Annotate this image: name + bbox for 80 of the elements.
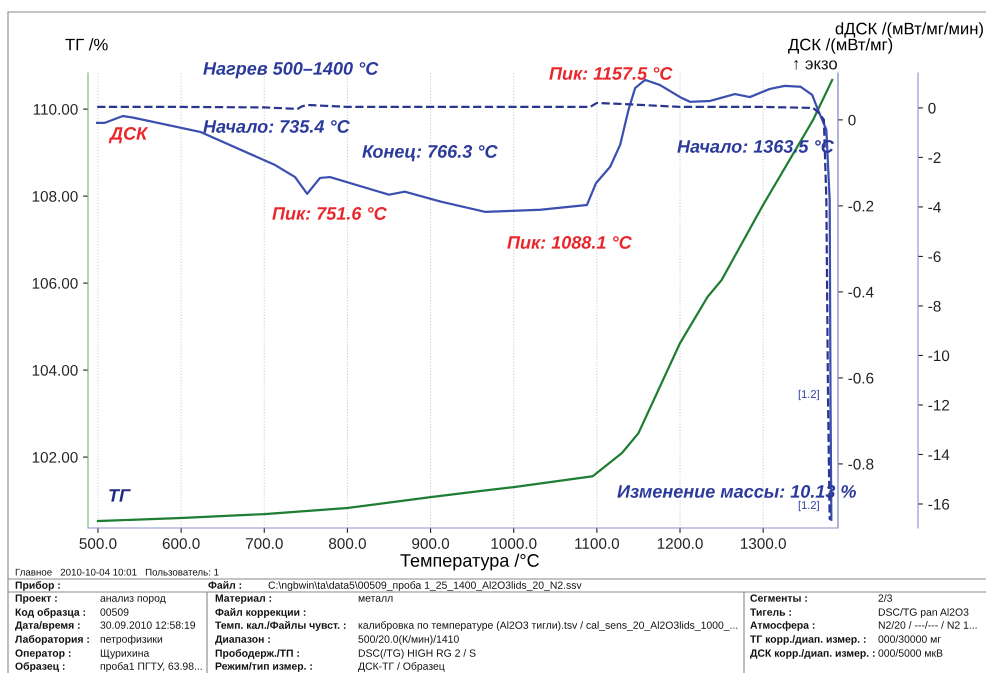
text: DSC/TG pan Al2O3 — [878, 608, 968, 618]
text: Прибор : — [16, 581, 60, 591]
text: проба1 ПГТУ, 63.98... — [100, 662, 202, 672]
y3-axis-title: dДСК /(мВт/мг/мин) — [836, 22, 983, 38]
y-tick-label: 104.00 — [32, 364, 78, 376]
y3-tick-label: -10 — [928, 350, 950, 362]
text: Проект : — [16, 594, 57, 604]
text: Файл : — [208, 580, 242, 589]
annotation: Конец: 766.3 °C — [362, 145, 498, 162]
text: Атмосфера : — [750, 621, 814, 631]
y2-tick-label: 0 — [848, 114, 856, 126]
y3-tick-label: -4 — [928, 202, 941, 212]
text: ↑ экзо — [794, 60, 837, 70]
text: Код образца : — [16, 608, 86, 618]
y2-tick-label: -0.8 — [848, 458, 874, 470]
annotation: Пик: 1157.5 °C — [549, 67, 673, 80]
series-label: ДСК — [108, 127, 148, 144]
annotation: [1.2] — [798, 500, 819, 512]
y3-tick-label: -2 — [928, 152, 941, 163]
text: Диапазон : — [215, 636, 270, 645]
text: Прободерж./ТП : — [216, 649, 299, 659]
annotation: Нагрев 500–1400 °C — [203, 62, 379, 78]
text: N2/20 / ---/--- / N2 1... — [878, 621, 977, 629]
y3-tick-label: -16 — [928, 498, 950, 510]
y2-tick-label: -0.2 — [848, 200, 874, 212]
text: Щурихина — [100, 650, 150, 659]
x-tick-label: 1200.0 — [658, 538, 703, 549]
y-axis-title: ТГ /% — [65, 38, 108, 50]
text: 00509 — [100, 608, 128, 616]
text: Тигель : — [750, 608, 791, 616]
text: петрофизики — [100, 635, 162, 645]
text: Файл коррекции : — [215, 608, 306, 618]
x-tick-label: 700.0 — [246, 538, 283, 549]
text: Материал : — [216, 594, 272, 604]
text: 2/3 — [878, 594, 892, 602]
text: 000/5000 мкВ — [878, 649, 942, 657]
text: DSC(/TG) HIGH RG 2 / S — [358, 649, 476, 659]
y2-axis-title: ДСК /(мВт/мг) — [788, 38, 892, 54]
y3-tick-label: -8 — [928, 300, 941, 312]
text: Оператор : — [15, 649, 70, 659]
annotation: [1.2] — [798, 390, 819, 400]
annotation: Пик: 751.6 °C — [272, 207, 387, 220]
y-tick-label: 110.00 — [34, 104, 78, 115]
annotation: Начало: 735.4 °C — [203, 120, 350, 133]
text: 500/20.0(К/мин)/1410 — [358, 635, 459, 645]
series-label: ТГ — [109, 489, 131, 502]
y-tick-label: 106.00 — [32, 278, 78, 289]
y3-tick-label: -14 — [928, 450, 950, 460]
y2-tick-label: -0.4 — [848, 286, 874, 298]
text: анализ пород — [100, 596, 166, 604]
x-tick-label: 500.0 — [79, 538, 116, 549]
text: металл — [358, 596, 392, 602]
text: Лаборатория : — [15, 635, 89, 645]
y3-tick-label: -6 — [928, 251, 941, 262]
x-tick-label: 900.0 — [412, 538, 450, 549]
x-axis-title: Температура /°C — [400, 554, 539, 570]
x-tick-label: 1000.0 — [492, 538, 536, 549]
text: Темп. кал./Файлы чувст. : — [215, 621, 346, 631]
text: Режим/тип измер. : — [216, 662, 312, 672]
y2-tick-label: -0.6 — [848, 372, 874, 384]
y-tick-label: 102.00 — [32, 452, 78, 463]
text: 000/30000 мг — [878, 635, 941, 643]
text: 30.09.2010 12:58:19 — [100, 621, 196, 629]
x-tick-label: 800.0 — [328, 538, 366, 549]
text: калибровка по температуре (Al2O3 тигли).tsv / cal_sens_20_Al2O3lids_1000_... — [358, 621, 738, 631]
text: ДСК-ТГ / Образец — [358, 662, 445, 672]
y3-tick-label: 0 — [928, 102, 936, 114]
text: ТГ корр./диап. измер. : — [750, 635, 866, 645]
y3-tick-label: -12 — [928, 400, 950, 411]
x-tick-label: 1300.0 — [740, 538, 786, 549]
text: C:\ngbwin\ta\data5\00509_проба 1_25_1400_Al2O3lids_20_N2.ssv — [268, 581, 582, 591]
text: Дата/время : — [15, 621, 80, 631]
text: Сегменты : — [750, 594, 807, 602]
x-tick-label: 600.0 — [162, 538, 200, 549]
y-tick-label: 108.00 — [32, 190, 78, 202]
annotation: Пик: 1088.1 °C — [507, 236, 632, 249]
x-tick-label: 1100.0 — [575, 538, 620, 549]
text: Главное 2010-10-04 10:01 Пользователь: 1 — [16, 568, 219, 576]
text: Образец : — [15, 662, 64, 672]
text: ДСК корр./диап. измер. : — [750, 649, 874, 659]
